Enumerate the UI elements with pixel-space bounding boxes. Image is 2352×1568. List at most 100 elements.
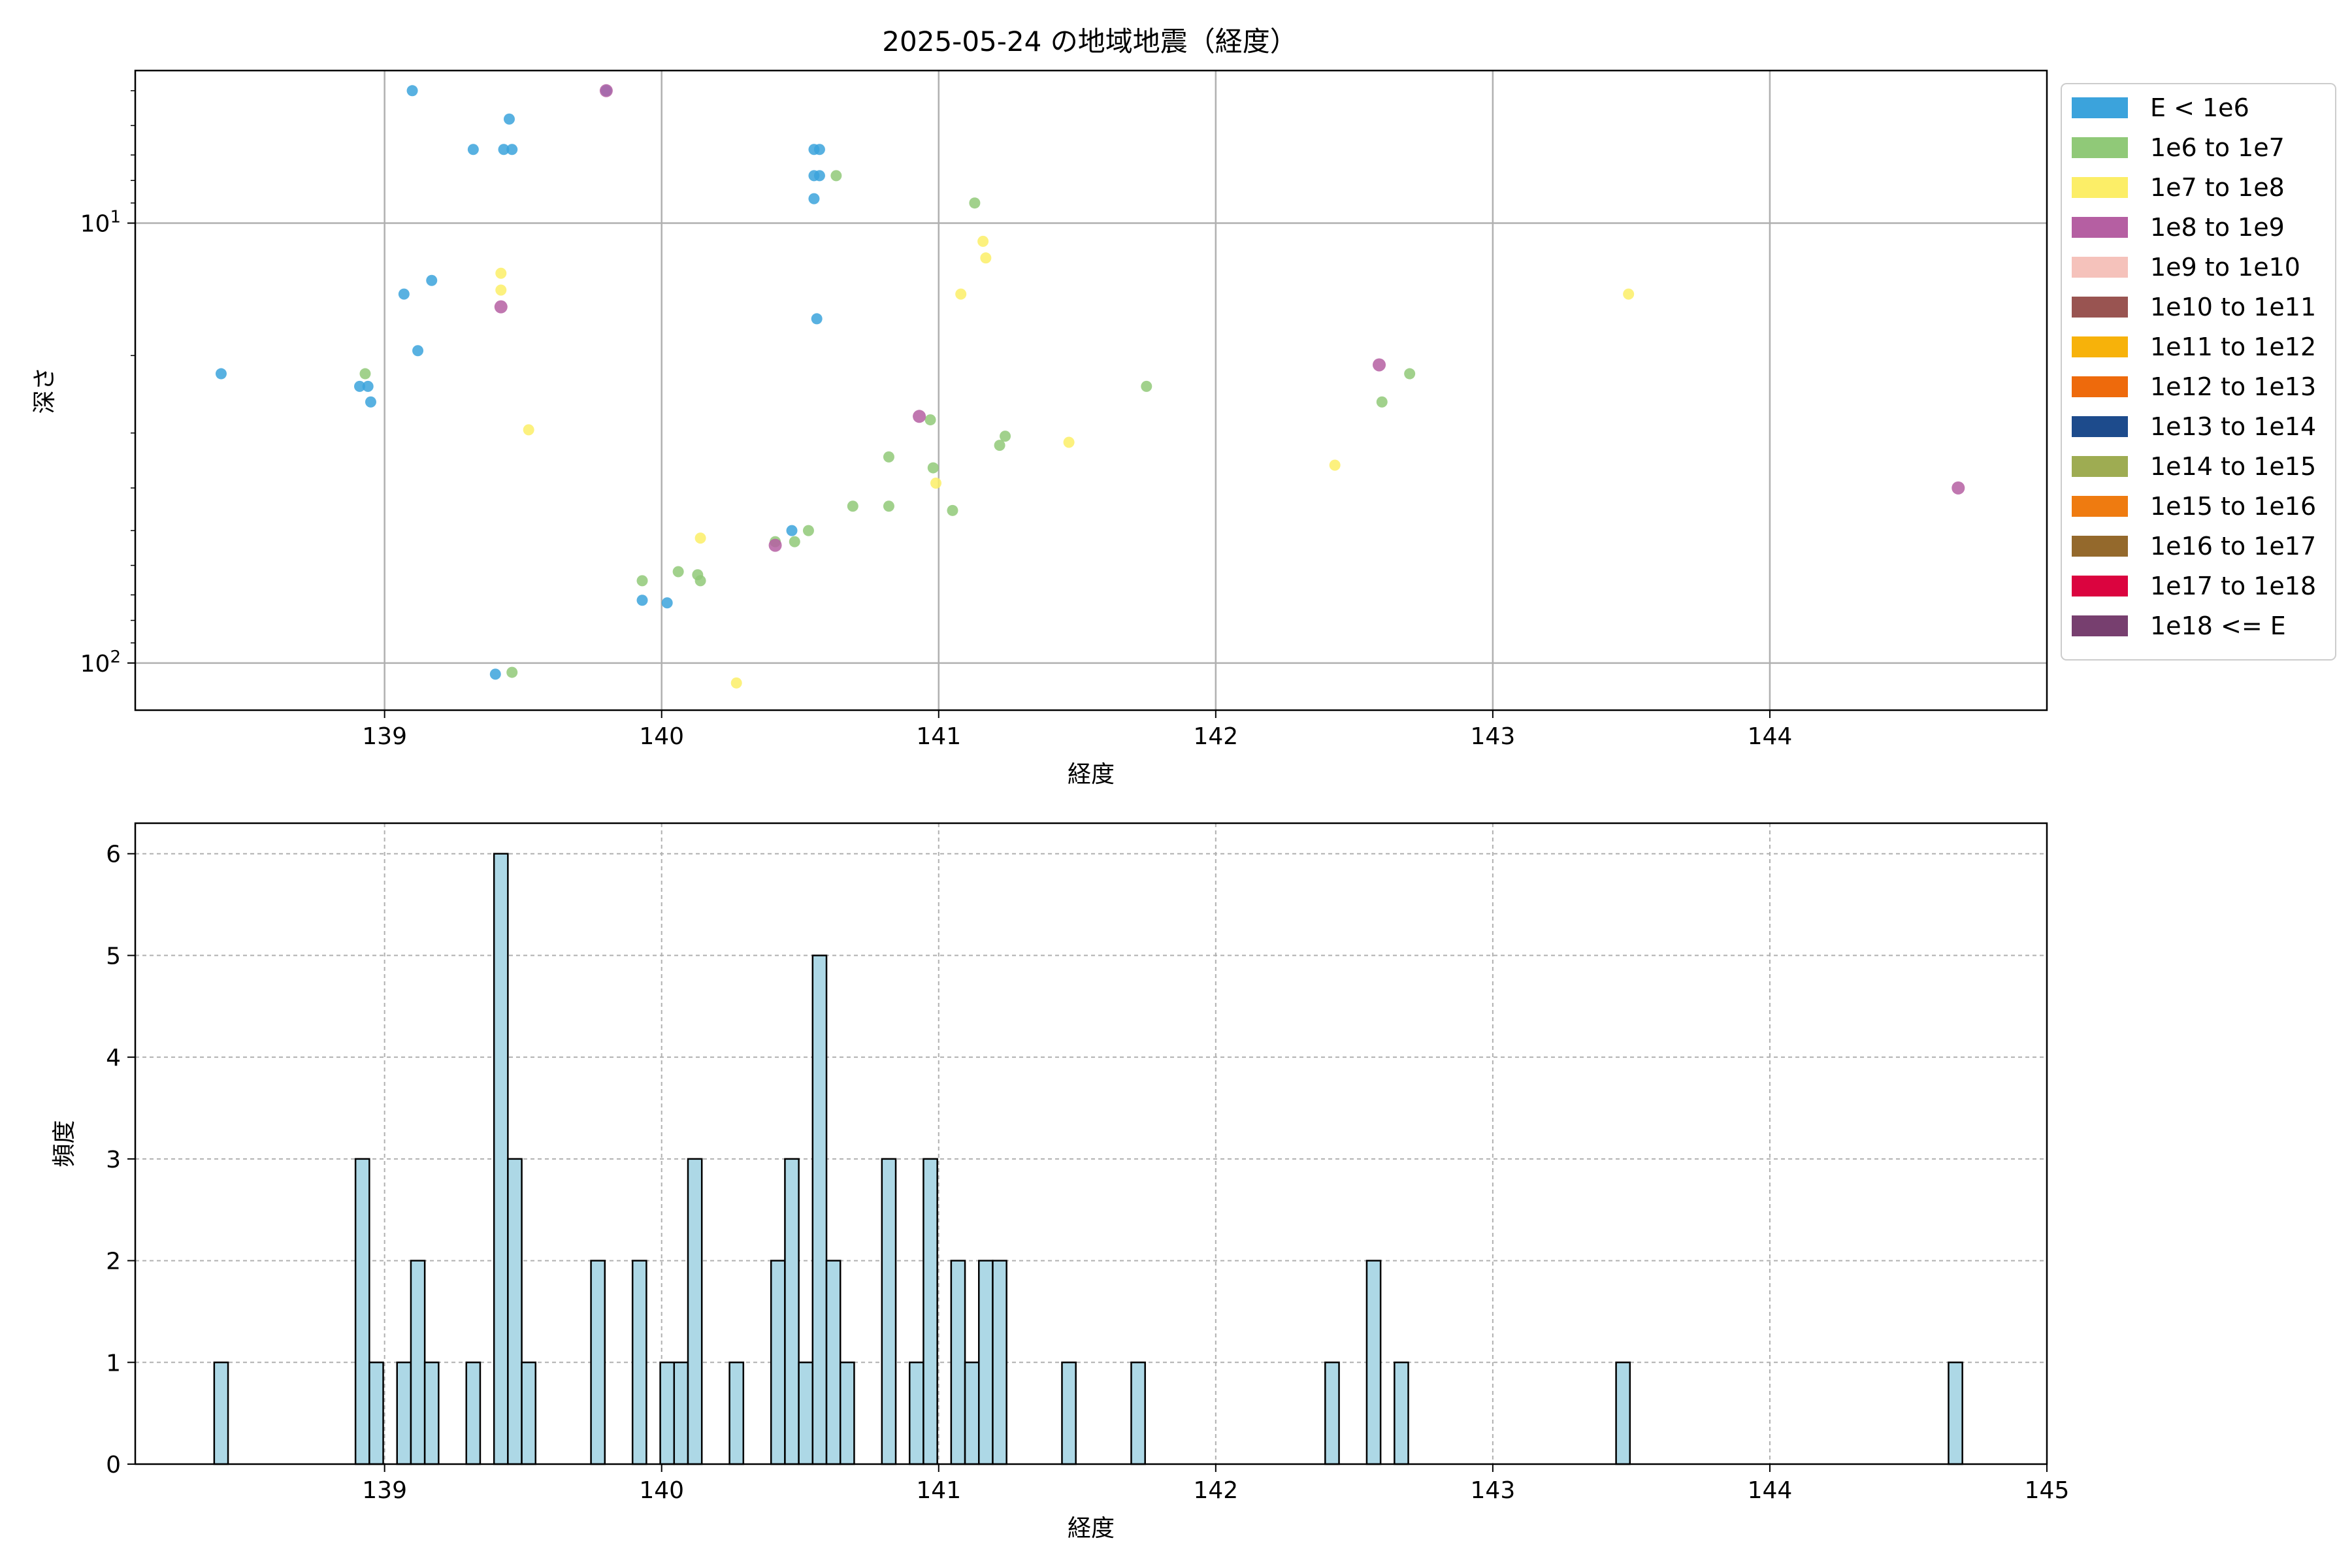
legend-swatch xyxy=(2072,496,2128,517)
legend-swatch xyxy=(2072,576,2128,596)
scatter-point xyxy=(412,345,424,357)
scatter-point xyxy=(672,566,684,578)
scatter-point xyxy=(913,410,926,423)
scatter-point xyxy=(811,313,823,325)
legend-swatch xyxy=(2072,615,2128,636)
scatter-point xyxy=(830,170,842,182)
legend-swatch xyxy=(2072,137,2128,158)
histogram-ticks: 139 140 141 142 143 144 145 0 1 2 3 4 5 6 xyxy=(106,841,2069,1504)
histogram-y-tick-label: 0 xyxy=(106,1452,121,1478)
legend-label: 1e10 to 1e11 xyxy=(2150,293,2316,321)
scatter-point xyxy=(927,462,939,474)
scatter-y-axis-label: 深さ xyxy=(31,367,58,414)
histogram-bar xyxy=(631,1260,647,1465)
scatter-point xyxy=(883,500,894,512)
scatter-point xyxy=(636,595,648,606)
histogram-y-tick-label: 1 xyxy=(106,1350,121,1377)
legend-swatch xyxy=(2072,376,2128,397)
histogram-bar xyxy=(728,1362,745,1465)
histogram-bar xyxy=(881,1158,897,1465)
histogram-x-tick-label: 143 xyxy=(1471,1477,1516,1504)
legend-swatch xyxy=(2072,297,2128,318)
histogram-bar xyxy=(521,1362,537,1465)
scatter-points xyxy=(215,84,1965,689)
tick-base: 10 xyxy=(80,651,110,678)
histogram-bar xyxy=(923,1158,938,1465)
histogram-y-tick-label: 2 xyxy=(106,1249,121,1275)
scatter-point xyxy=(1329,459,1341,471)
histogram-bars xyxy=(213,853,1963,1465)
scatter-point xyxy=(1404,368,1416,380)
histogram-y-axis-label: 頻度 xyxy=(51,1120,78,1167)
scatter-point xyxy=(947,504,958,516)
scatter-point xyxy=(467,144,479,155)
scatter-point xyxy=(847,500,858,512)
legend-label: 1e14 to 1e15 xyxy=(2150,452,2316,481)
scatter-point xyxy=(930,477,942,489)
scatter-point xyxy=(1623,288,1635,300)
scatter-y-tick-label: 101 xyxy=(80,207,121,237)
legend-label: 1e16 to 1e17 xyxy=(2150,532,2316,561)
histogram-bar xyxy=(396,1362,412,1465)
histogram-bar xyxy=(368,1362,384,1465)
histogram-bar xyxy=(992,1260,1007,1465)
scatter-point xyxy=(994,440,1005,451)
scatter-point xyxy=(813,144,825,155)
histogram-x-tick-label: 142 xyxy=(1193,1477,1238,1504)
histogram-bar xyxy=(1394,1362,1409,1465)
legend: E < 1e6 1e6 to 1e7 1e7 to 1e8 1e8 to 1e9 1e9… xyxy=(2061,83,2336,661)
scatter-point xyxy=(1373,358,1386,372)
scatter-point xyxy=(599,84,613,97)
scatter-point xyxy=(802,525,814,536)
histogram-x-tick-label: 139 xyxy=(362,1477,407,1504)
histogram-plot-frame xyxy=(134,822,2048,1465)
scatter-point xyxy=(495,284,507,296)
tick-base: 10 xyxy=(80,210,110,237)
histogram-bar xyxy=(1365,1260,1382,1465)
legend-swatch xyxy=(2072,257,2128,278)
scatter-point xyxy=(1000,431,1011,442)
tick-exponent: 1 xyxy=(110,207,121,227)
legend-swatch xyxy=(2072,456,2128,477)
histogram-bar xyxy=(410,1260,426,1465)
histogram-bar xyxy=(507,1158,523,1465)
scatter-x-tick-label: 139 xyxy=(362,723,407,750)
histogram-bar xyxy=(1324,1362,1340,1465)
scatter-y-tick-label: 102 xyxy=(80,647,121,678)
histogram-bar xyxy=(784,1158,800,1465)
scatter-point xyxy=(636,575,648,587)
histogram-bar xyxy=(1948,1362,1963,1465)
scatter-x-tick-label: 142 xyxy=(1193,723,1238,750)
scatter-point xyxy=(523,424,534,436)
scatter-point xyxy=(730,677,742,689)
legend-label: 1e13 to 1e14 xyxy=(2150,412,2316,441)
legend-label: 1e6 to 1e7 xyxy=(2150,133,2285,162)
histogram-bar xyxy=(493,853,509,1465)
legend-swatch xyxy=(2072,97,2128,118)
histogram-bar xyxy=(798,1362,814,1465)
histogram-bar xyxy=(950,1260,966,1465)
histogram-bar xyxy=(825,1260,841,1465)
scatter-point xyxy=(498,144,510,155)
scatter-point xyxy=(362,380,374,392)
scatter-point xyxy=(808,193,820,204)
histogram-bar xyxy=(964,1362,980,1465)
scatter-point xyxy=(495,267,507,279)
histogram-bar xyxy=(465,1362,482,1465)
histogram-bar xyxy=(423,1362,440,1465)
legend-swatch xyxy=(2072,336,2128,357)
legend-frame xyxy=(2061,83,2336,661)
histogram-bar xyxy=(673,1362,689,1465)
scatter-point xyxy=(813,170,825,182)
scatter-point xyxy=(1141,380,1152,392)
scatter-x-axis-label: 経度 xyxy=(1068,761,1115,788)
scatter-point xyxy=(359,368,371,380)
histogram-y-tick-label: 3 xyxy=(106,1147,121,1173)
histogram-axes: 139 140 141 142 143 144 145 0 1 2 3 4 5 6 経度 頻度 xyxy=(51,822,2069,1542)
scatter-point xyxy=(426,274,438,286)
histogram-bar xyxy=(1130,1362,1146,1465)
histogram-y-tick-label: 6 xyxy=(106,841,121,868)
scatter-plot-frame xyxy=(134,69,2048,711)
histogram-x-tick-label: 144 xyxy=(1748,1477,1793,1504)
